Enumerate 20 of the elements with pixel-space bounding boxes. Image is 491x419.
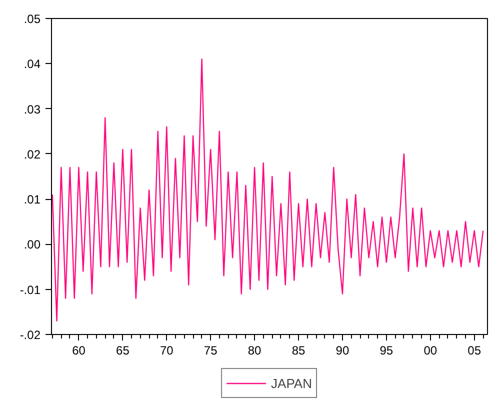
x-tick-label: 00 (424, 344, 438, 358)
x-tick-label: 70 (160, 344, 174, 358)
y-tick-label: .00 (24, 238, 41, 252)
y-tick-label: .03 (24, 102, 41, 116)
y-tick-label: .02 (24, 147, 41, 162)
line-series (52, 58, 484, 322)
y-tick-label: .04 (24, 57, 41, 72)
x-tick-label: 65 (116, 344, 130, 358)
y-tick-label: .05 (24, 12, 41, 26)
legend-label: JAPAN (271, 376, 312, 390)
y-tick-label: .01 (24, 192, 41, 207)
x-tick-label: 60 (72, 344, 86, 358)
x-tick-label: 80 (248, 344, 262, 358)
x-tick-label: 90 (336, 344, 350, 358)
x-tick-label: 85 (292, 344, 306, 358)
y-tick-label: -.01 (20, 282, 41, 297)
x-tick-label: 95 (380, 344, 394, 358)
y-tick-label: -.02 (20, 328, 41, 342)
x-tick-label: 75 (204, 344, 218, 358)
x-tick-label: 05 (468, 344, 482, 358)
